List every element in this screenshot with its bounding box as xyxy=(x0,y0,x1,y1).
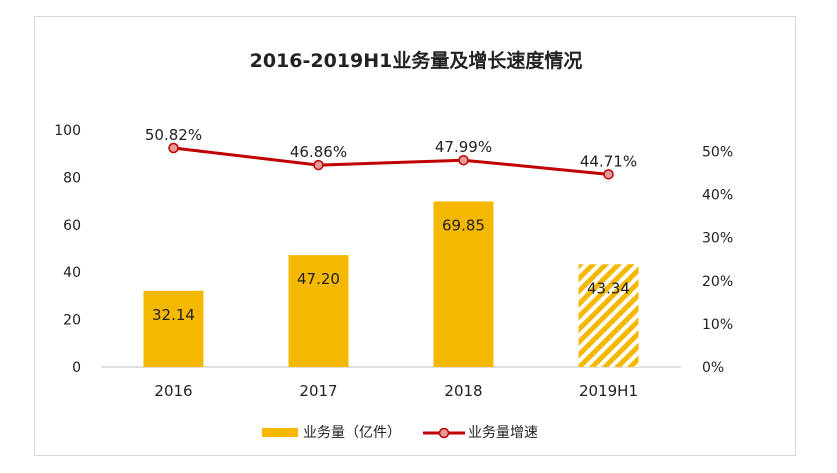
line-series xyxy=(168,142,614,180)
line-point xyxy=(603,169,614,180)
right-y-tick-label: 30% xyxy=(702,231,733,247)
bar xyxy=(143,290,204,367)
x-tick-label: 2016 xyxy=(154,382,192,400)
line-value-labels: 50.82% 46.86% 47.99% 44.71% xyxy=(145,126,637,170)
bar-value-label: 43.34 xyxy=(587,279,630,297)
left-y-tick-label: 0 xyxy=(72,360,81,376)
line-value-label: 47.99% xyxy=(435,138,492,156)
left-y-axis: 0 20 40 60 80 100 xyxy=(54,123,81,376)
x-tick-label: 2017 xyxy=(299,382,337,400)
legend-swatch-bar xyxy=(262,428,298,437)
left-y-tick-label: 20 xyxy=(63,313,81,329)
left-y-tick-label: 60 xyxy=(63,218,81,234)
left-y-tick-label: 100 xyxy=(54,123,81,139)
line-point xyxy=(458,154,469,166)
line-value-label: 46.86% xyxy=(290,143,347,161)
right-y-tick-label: 0% xyxy=(702,360,724,376)
chart-frame: 2016-2019H1业务量及增长速度情况 0 20 40 60 80 100 0% 10%… xyxy=(34,16,796,456)
legend-label-line: 业务量增速 xyxy=(468,425,538,441)
bar-series xyxy=(143,201,639,367)
bar xyxy=(288,255,349,367)
bar-value-label: 32.14 xyxy=(152,306,195,324)
right-y-tick-label: 40% xyxy=(702,188,733,204)
bar-value-label: 69.85 xyxy=(442,216,485,234)
legend: 业务量（亿件） 业务量增速 xyxy=(262,425,538,441)
right-y-axis: 0% 10% 20% 30% 40% 50% xyxy=(702,145,733,376)
legend-swatch-marker xyxy=(438,427,450,439)
combo-chart: 2016-2019H1业务量及增长速度情况 0 20 40 60 80 100 0% 10%… xyxy=(54,49,733,441)
bar xyxy=(433,201,494,367)
line-point xyxy=(313,159,324,171)
left-y-tick-label: 40 xyxy=(63,265,81,281)
left-y-tick-label: 80 xyxy=(63,170,81,186)
line-value-label: 44.71% xyxy=(580,152,637,170)
bar-value-labels: 32.14 47.20 69.85 43.34 xyxy=(152,216,630,323)
right-y-tick-label: 10% xyxy=(702,317,733,333)
x-axis-tick-labels: 2016 2017 2018 2019H1 xyxy=(154,382,638,400)
x-tick-label: 2019H1 xyxy=(579,382,638,400)
x-tick-label: 2018 xyxy=(444,382,482,400)
line-value-label: 50.82% xyxy=(145,126,202,144)
legend-label-bar: 业务量（亿件） xyxy=(303,425,401,441)
chart-title: 2016-2019H1业务量及增长速度情况 xyxy=(250,49,583,72)
right-y-tick-label: 20% xyxy=(702,274,733,290)
bar-value-label: 47.20 xyxy=(297,270,340,288)
growth-line xyxy=(173,146,609,176)
bar xyxy=(578,264,639,367)
line-point xyxy=(168,142,179,154)
right-y-tick-label: 50% xyxy=(702,145,733,161)
